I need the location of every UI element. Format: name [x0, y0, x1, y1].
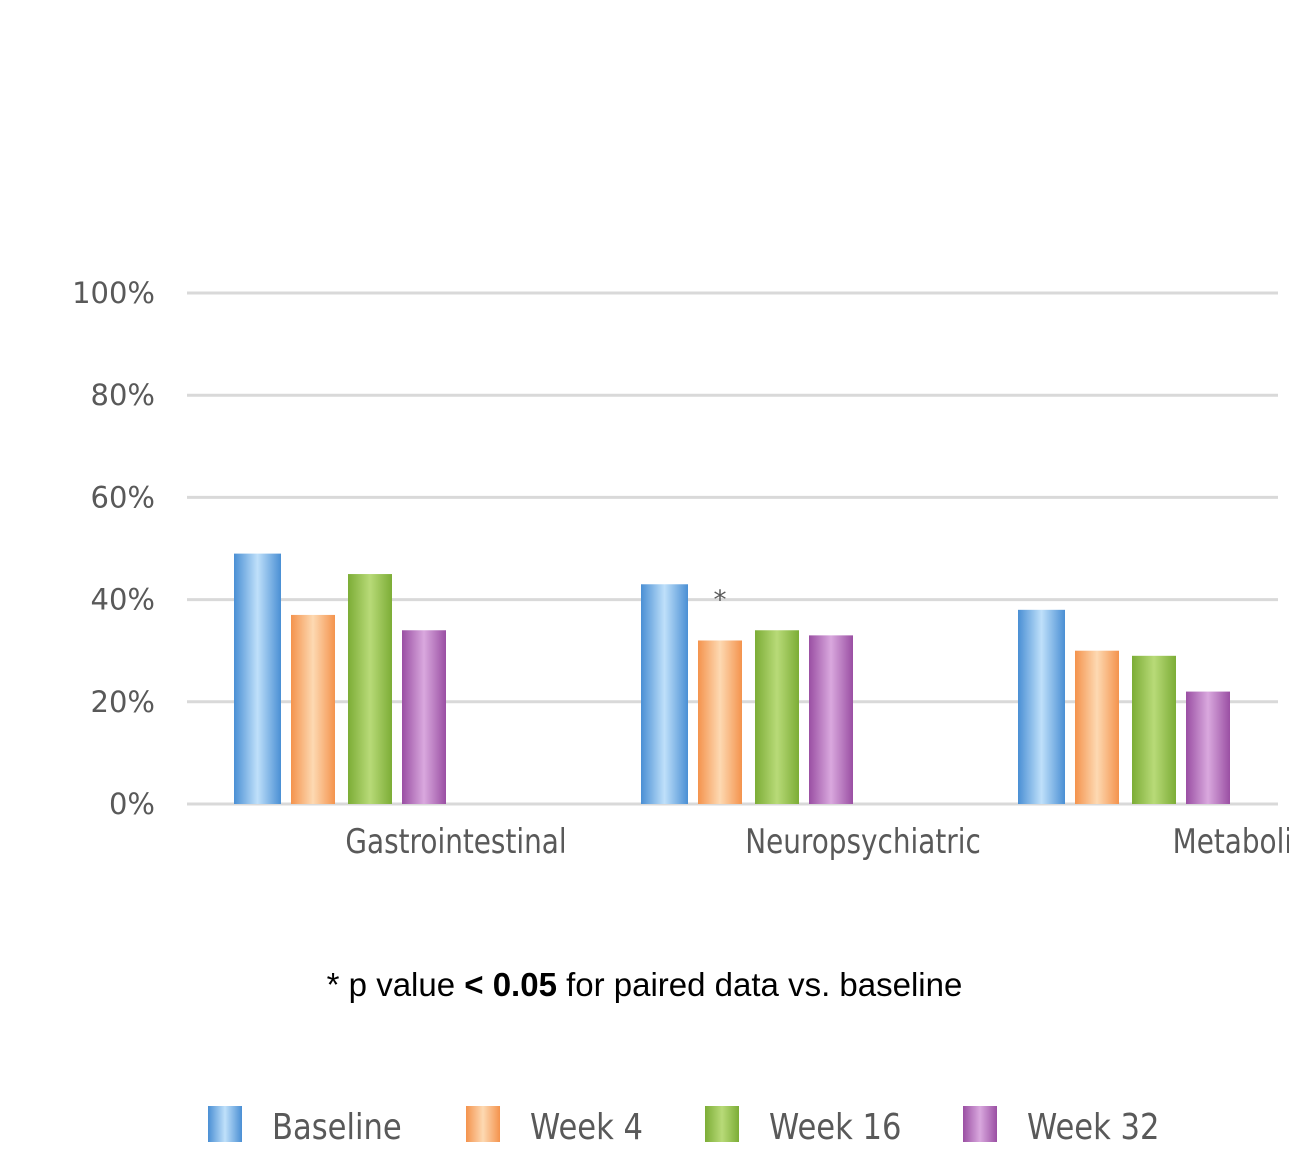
x-axis-categories: Gastrointestinal Neuropsychiatric Metaboli… [345, 822, 1289, 861]
legend-swatch-baseline [208, 1106, 242, 1142]
bar-week-16-metabolic [1132, 655, 1176, 804]
bar-baseline-gastrointestinal [234, 553, 281, 804]
y-axis-ticks: 0% 20% 40% 60% 80% 100% [72, 276, 155, 821]
y-tick-label: 40% [91, 583, 155, 617]
bar-baseline-metabolic [1018, 609, 1065, 804]
y-tick-label: 20% [91, 685, 155, 719]
footnote-prefix: * p value [326, 966, 465, 1003]
y-tick-label: 100% [72, 276, 155, 310]
legend-swatch-week-32 [963, 1106, 997, 1142]
y-tick-label: 0% [109, 787, 155, 821]
bar-week-16-gastrointestinal [348, 574, 392, 804]
bar-week-4-gastrointestinal [291, 614, 335, 804]
legend-label: Week 4 [530, 1106, 643, 1148]
bar-week-4-neuropsychiatric [698, 640, 742, 804]
annotations: * [714, 585, 727, 615]
x-category-label: Neuropsychiatric [745, 822, 981, 861]
footnote-suffix: for paired data vs. baseline [556, 966, 963, 1003]
bar-week-32-gastrointestinal [402, 630, 446, 804]
bar-week-4-metabolic [1075, 650, 1119, 804]
bars [234, 553, 1230, 804]
bar-week-16-neuropsychiatric [755, 630, 799, 804]
bar-week-32-neuropsychiatric [809, 635, 853, 804]
x-category-label: Gastrointestinal [345, 822, 566, 861]
bar-week-32-metabolic [1186, 691, 1230, 804]
y-tick-label: 60% [91, 480, 155, 514]
legend: Baseline Week 4 Week 16 Week 32 [208, 1106, 1159, 1148]
footnote-bold: < 0.05 [464, 966, 557, 1003]
bar-baseline-neuropsychiatric [641, 584, 688, 804]
footnote: * p value < 0.05 for paired data vs. bas… [0, 966, 1289, 1004]
x-category-label: Metabolic [1173, 822, 1289, 861]
significance-marker: * [714, 585, 727, 615]
legend-swatch-week-16 [705, 1106, 739, 1142]
legend-label: Week 16 [769, 1106, 901, 1148]
y-tick-label: 80% [91, 378, 155, 412]
legend-label: Baseline [272, 1106, 402, 1148]
legend-swatch-week-4 [466, 1106, 500, 1142]
legend-label: Week 32 [1027, 1106, 1159, 1148]
